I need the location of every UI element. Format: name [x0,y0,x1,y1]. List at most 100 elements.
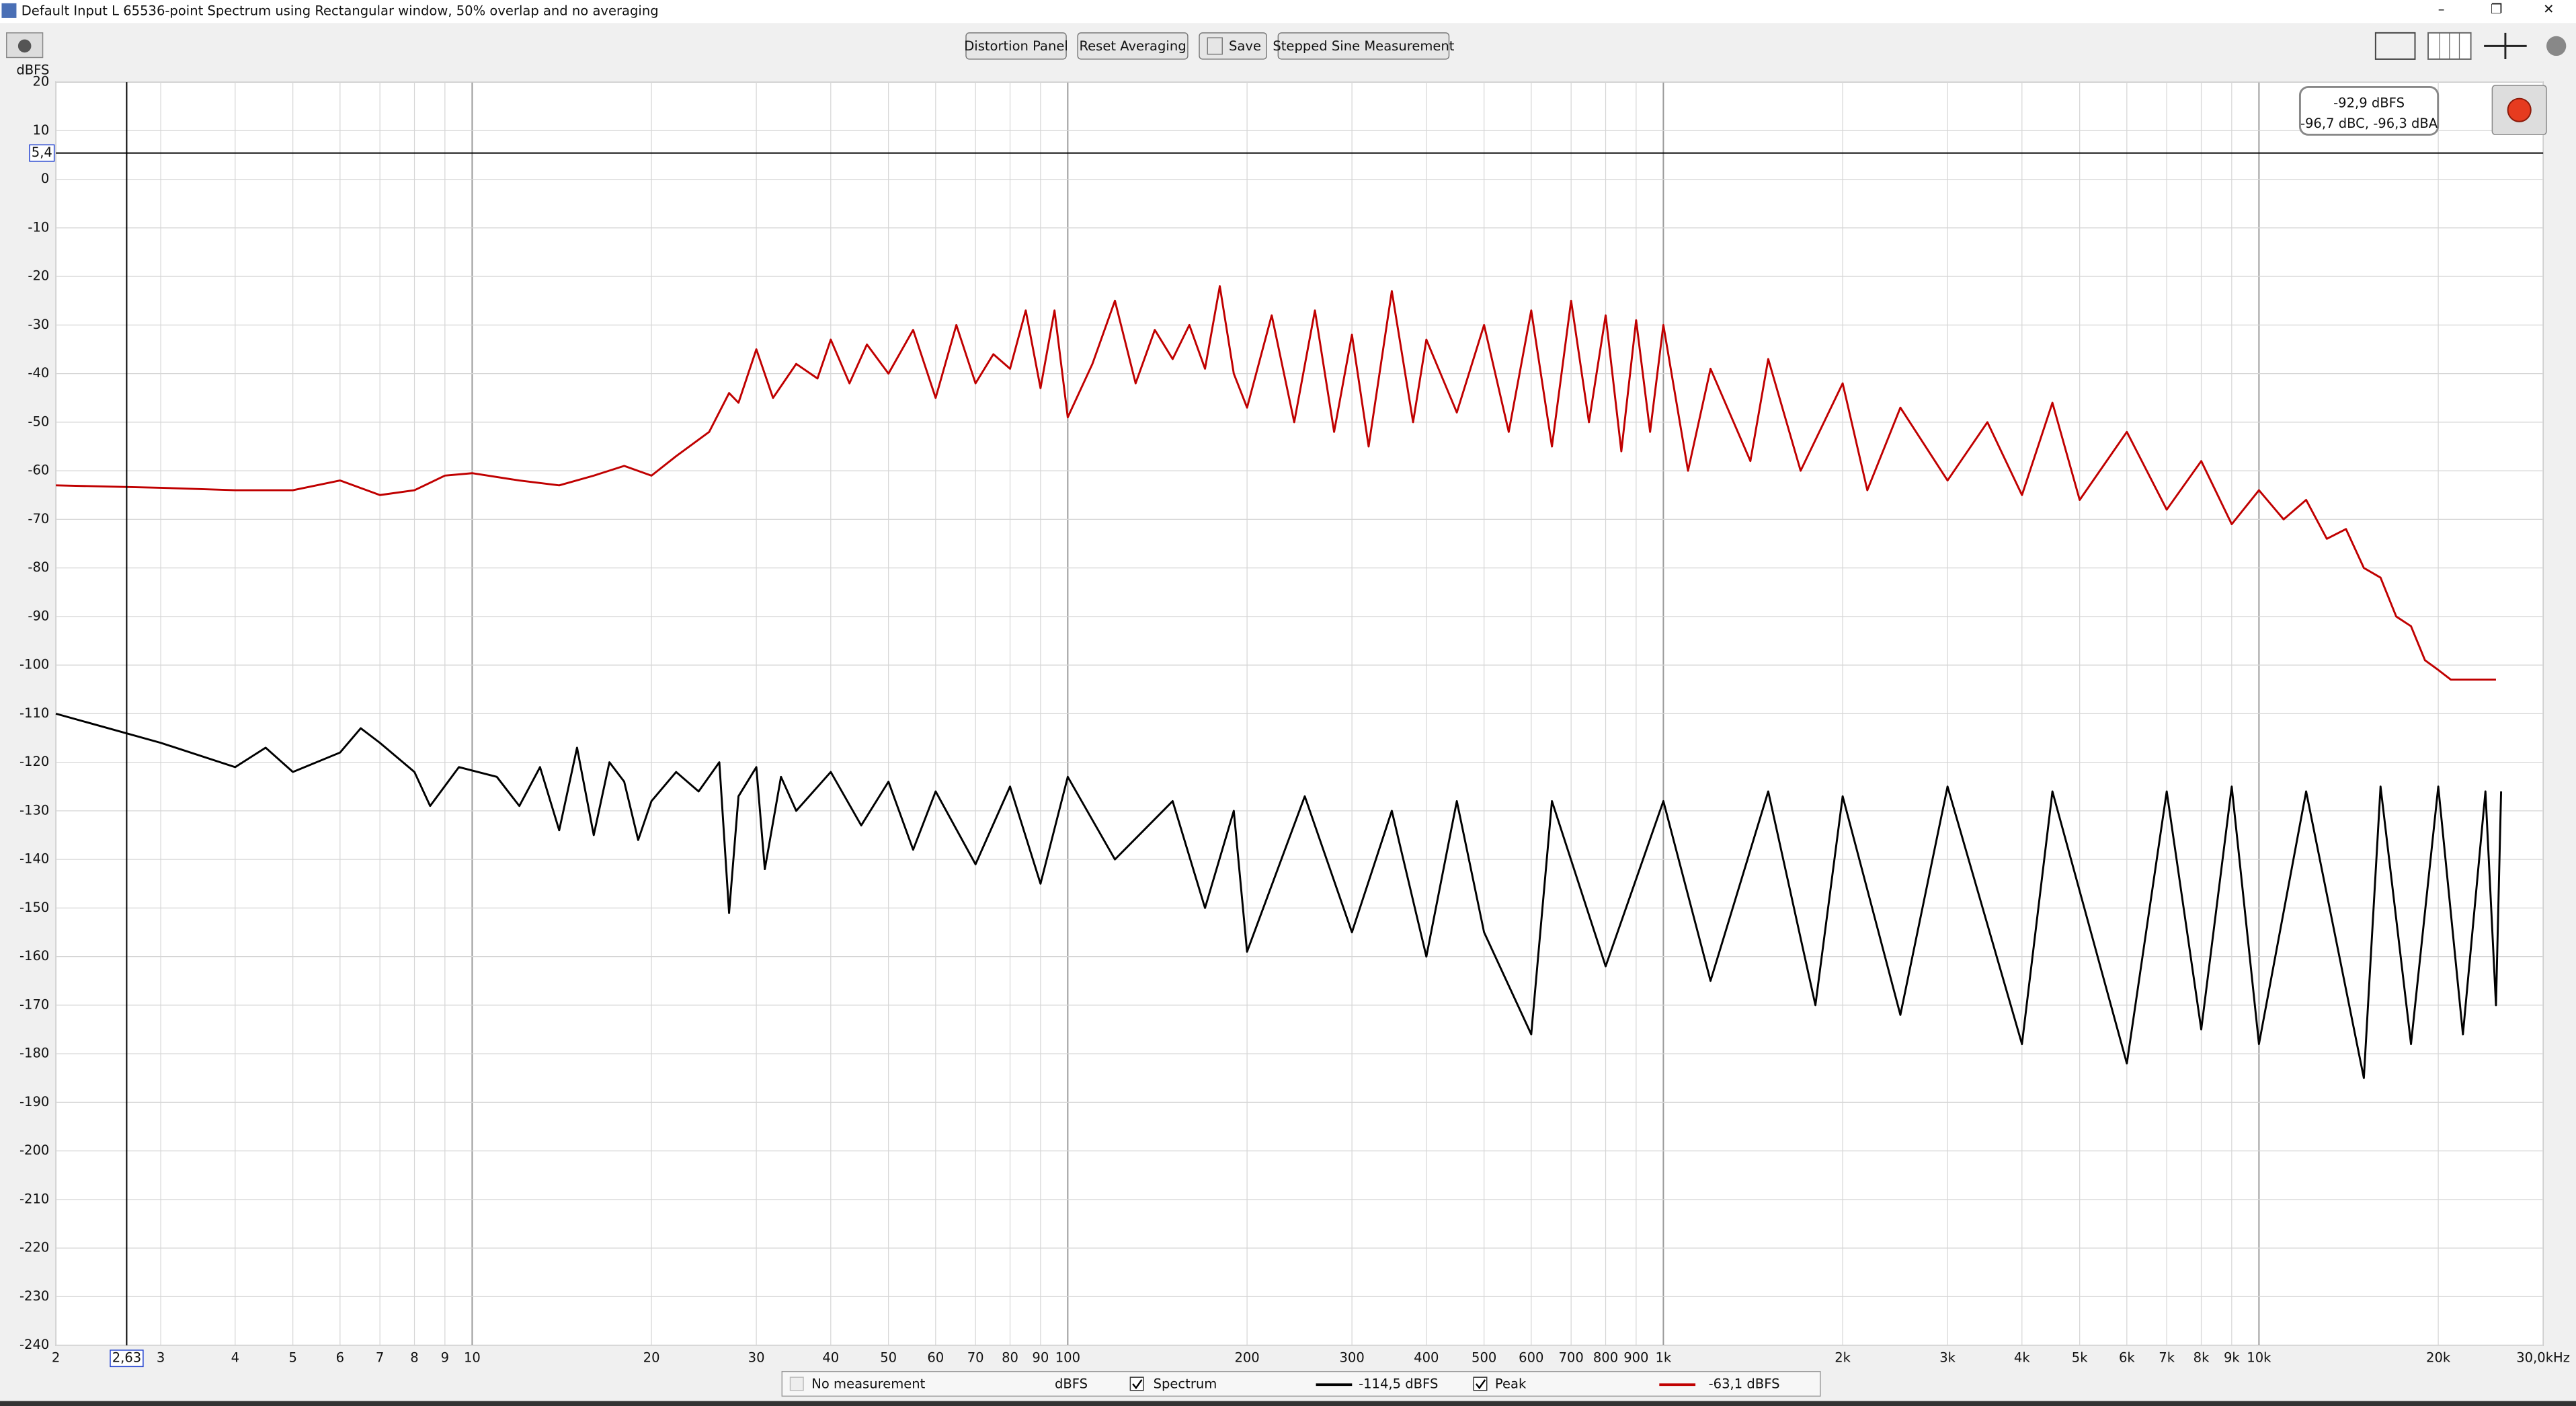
y-tick-label: -170 [19,997,49,1012]
button-label: Save [1229,38,1261,54]
x-tick-label: 10k [2247,1350,2271,1366]
cursor-y-box [29,144,55,162]
y-tick-label: -140 [19,851,49,867]
y-tick-label: -100 [19,657,49,672]
legend-placeholder-unit: dBFS [1055,1376,1088,1392]
x-tick-label: 900 [1623,1350,1648,1366]
readout-main: -92,9 dBFS [2333,95,2405,110]
y-tick-label: -220 [19,1240,49,1255]
x-tick-label: 40 [822,1350,839,1366]
x-tick-label: 400 [1414,1350,1439,1366]
minimize[interactable]: – [2438,1,2445,17]
y-tick-label: 20 [32,74,49,89]
legend-placeholder: No measurement [811,1376,925,1392]
x-tick-label: 20 [643,1350,660,1366]
x-tick-label: 600 [1519,1350,1543,1366]
level-readout: -92,9 dBFS -96,7 dBC, -96,3 dBA [2298,86,2440,136]
checkbox[interactable] [789,1376,804,1391]
x-tick-label: 7k [2159,1350,2175,1366]
y-tick-label: -130 [19,802,49,818]
x-tick-label: 3k [1939,1350,1956,1366]
window-border [0,1401,2576,1406]
save-icon [1207,37,1223,55]
x-tick-label: 200 [1234,1350,1259,1366]
settings-button[interactable] [2546,36,2567,56]
y-tick-label: -240 [19,1337,49,1352]
distortion-panel-button[interactable]: Distortion Panel [964,32,1068,60]
x-tick-label: 70 [967,1350,984,1366]
x-tick-label: 4k [2014,1350,2030,1366]
series-line [56,285,2496,681]
record-button[interactable] [2491,85,2547,136]
save-button[interactable]: Save [1199,32,1267,60]
legend-value: -63,1 dBFS [1709,1376,1780,1392]
window-title: Default Input L 65536-point Spectrum usi… [22,3,659,19]
y-tick-label: -180 [19,1046,49,1061]
x-tick-label: 20k [2426,1350,2451,1366]
checkbox[interactable] [1473,1376,1488,1391]
y-tick-label: -60 [28,463,49,478]
check-mark [1132,1379,1143,1390]
y-tick-label: -90 [28,608,49,623]
y-tick-label: -80 [28,559,49,575]
x-tick-label: 4 [231,1350,239,1366]
checkbox[interactable] [1129,1376,1144,1391]
camera-button[interactable] [6,32,44,58]
legend-entry: Peak [1495,1376,1527,1392]
x-tick-label: 700 [1558,1350,1583,1366]
x-tick-label: 30 [748,1350,765,1366]
reset-averaging-button[interactable]: Reset Averaging [1077,32,1189,60]
y-tick-label: -150 [19,900,49,915]
readout-box [2298,86,2440,136]
y-tick-label: -210 [19,1191,49,1206]
y-tick-label: -190 [19,1094,49,1109]
x-tick-label: 3 [157,1350,165,1366]
limits-button[interactable] [2374,32,2416,60]
x-tick-label: 5k [2072,1350,2088,1366]
y-tick-label: -110 [19,705,49,721]
x-tick-label: 500 [1472,1350,1496,1366]
button-label: Stepped Sine Measurement [1273,38,1454,54]
x-tick-label: 5 [288,1350,296,1366]
app-icon [1,3,17,18]
x-tick-label: 80 [1002,1350,1018,1366]
y-tick-label: -70 [28,511,49,526]
close[interactable]: ✕ [2543,1,2554,17]
record-dot [2507,97,2532,122]
cursor-x-box [110,1350,144,1368]
button-frame [965,32,1067,60]
grid [55,81,2544,1346]
y-tick-label: -160 [19,948,49,964]
y-tick-label: -20 [28,268,49,284]
x-tick-label: 7 [376,1350,384,1366]
legend-frame [781,1370,1821,1397]
series-line [55,712,2503,1079]
x-tick-label: 9k [2224,1350,2240,1366]
restore[interactable]: ❐ [2491,1,2503,17]
legend: No measurement dBFS Spectrum -114,5 dBFS… [781,1370,1821,1397]
y-tick-label: -230 [19,1288,49,1304]
x-tick-label: 2k [1835,1350,1851,1366]
traces [55,82,2544,1345]
x-tick-label: 6 [336,1350,344,1366]
x-tick-label: 10 [464,1350,481,1366]
zoom-fit-button[interactable] [2484,32,2527,59]
x-tick-label: 8k [2193,1350,2210,1366]
y-tick-label: -10 [28,219,49,235]
x-tick-label: 1k [1656,1350,1672,1366]
x-tick-label: 9 [441,1350,449,1366]
y-tick-label: -50 [28,414,49,429]
x-tick-label: 50 [880,1350,897,1366]
x-tick-label: 6k [2119,1350,2135,1366]
stepped-sine-button[interactable]: Stepped Sine Measurement [1273,32,1455,60]
y-tick-label: -200 [19,1142,49,1158]
x-tick-label: 100 [1055,1350,1080,1366]
x-tick-label: 8 [410,1350,418,1366]
axis-labels: 2 3 4 5 6 7 8 9 10 20 30 40 50 60 70 80 90 100 200 300 400 50… [19,74,2570,1368]
check-mark [1475,1379,1486,1390]
y-axis-label: dBFS [16,63,49,78]
readout-sub: -96,7 dBC, -96,3 dBA [2300,116,2438,131]
button-label: Reset Averaging [1079,38,1186,54]
y-tick-label: -120 [19,754,49,769]
cursor-y-label: 5,4 [32,145,52,160]
